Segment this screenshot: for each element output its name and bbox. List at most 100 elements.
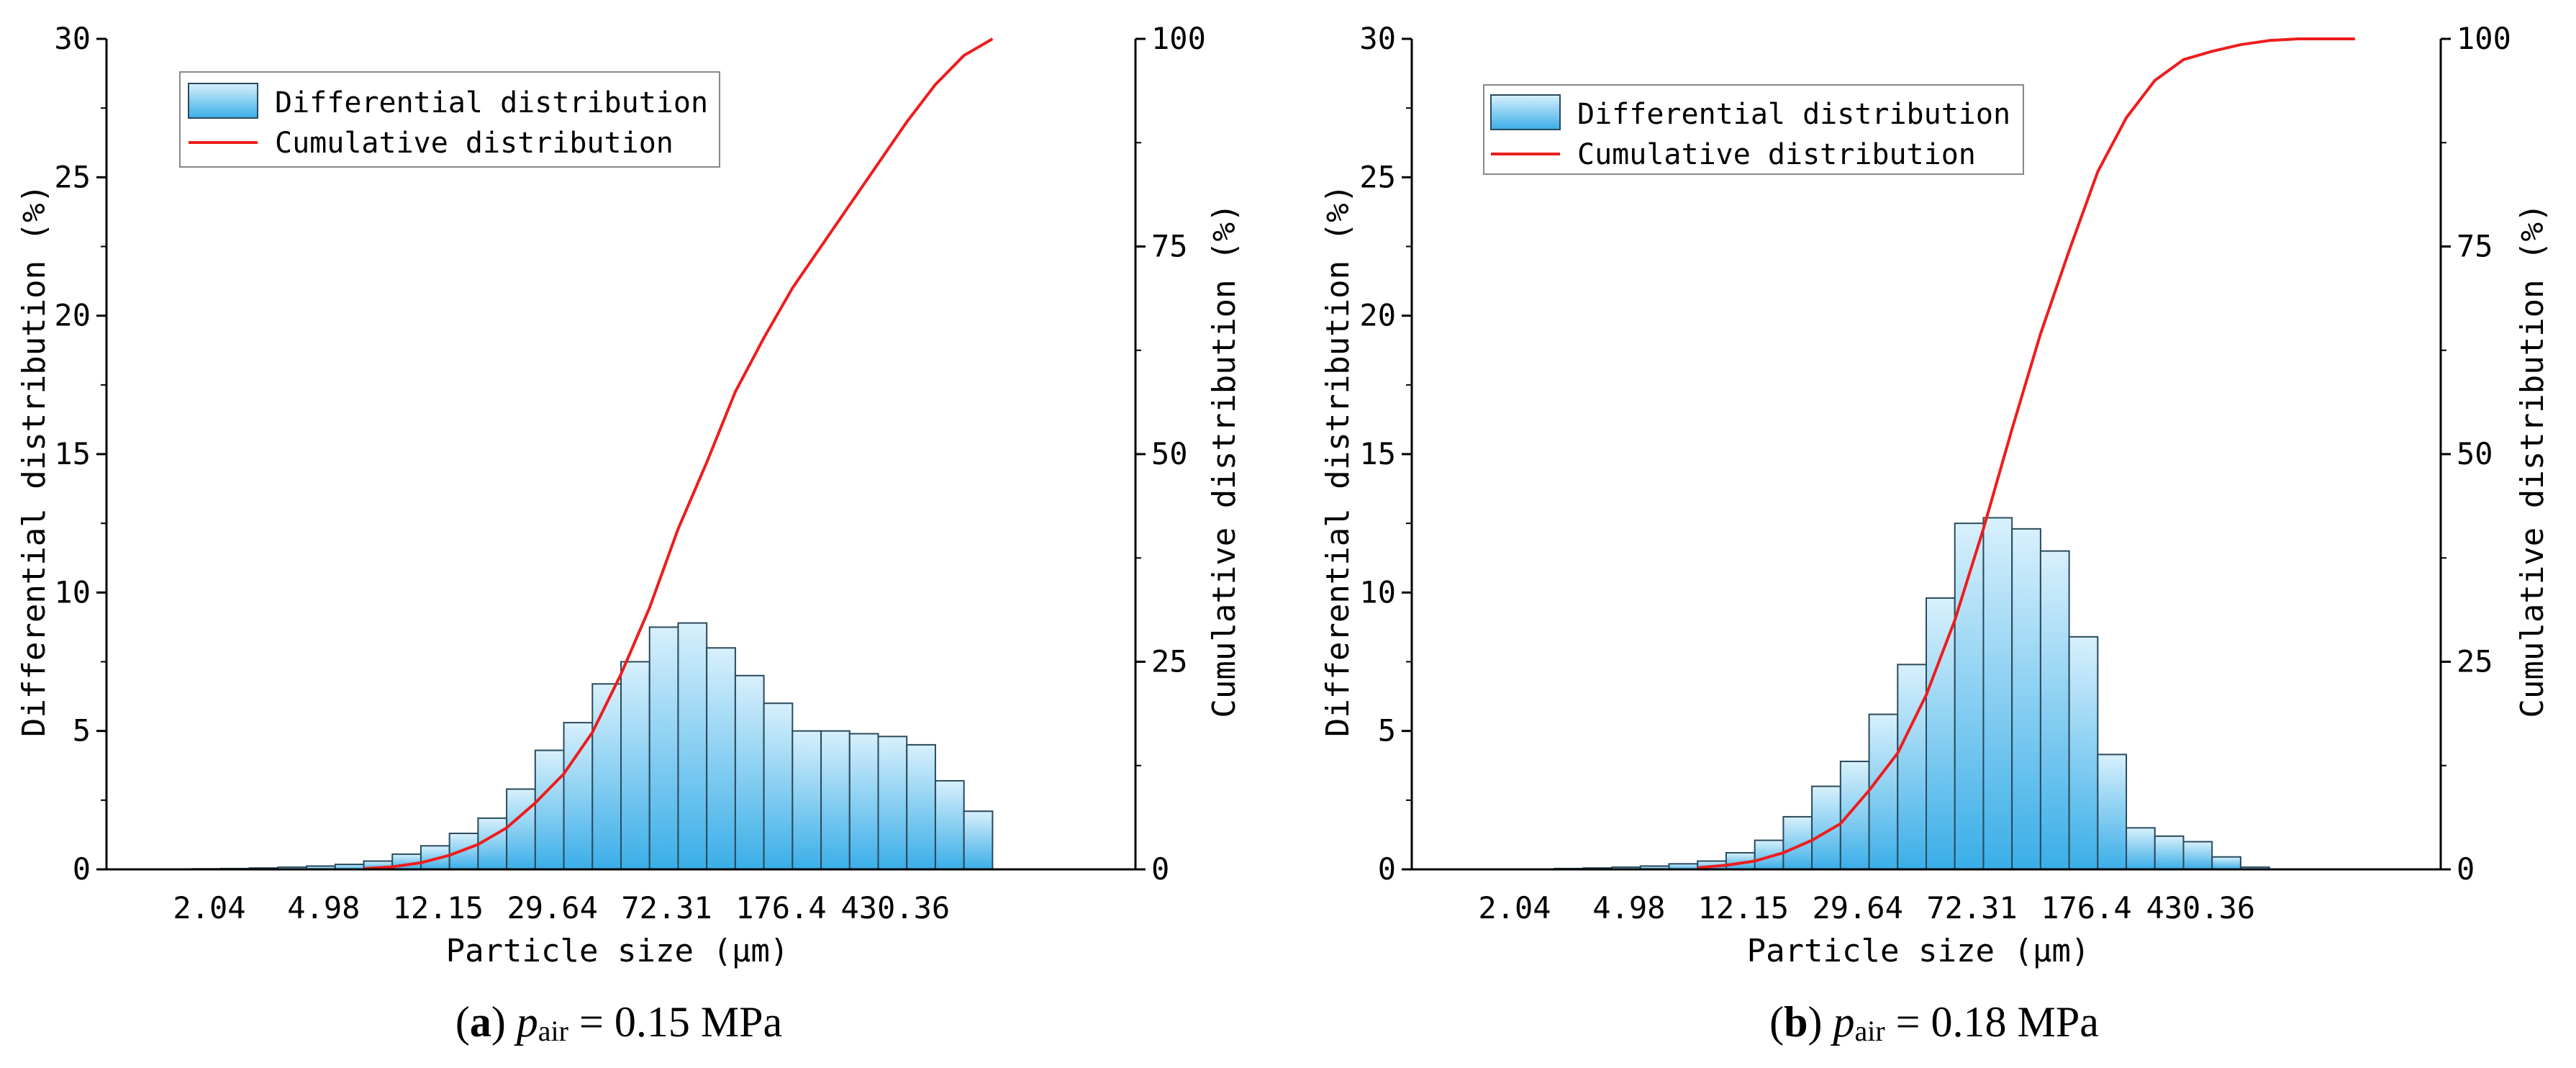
y-tick-label: 15 xyxy=(1359,436,1396,471)
bar xyxy=(2211,856,2241,870)
bar xyxy=(1868,713,1899,870)
bar xyxy=(2011,528,2041,870)
bar xyxy=(934,779,965,870)
legend-frame xyxy=(179,71,720,168)
legend-bar-swatch xyxy=(1490,94,1561,130)
y-tick-label: 20 xyxy=(54,298,91,333)
y2-tick-label: 0 xyxy=(2457,851,2475,887)
y2-tick-label: 25 xyxy=(2457,644,2493,679)
panel-a: 0 5 10 15 20 25 30 0 25 50 75 100 2.04 4.98 12.15 29.64… xyxy=(16,21,1243,1047)
y2-tick-label: 100 xyxy=(2457,21,2511,56)
bar xyxy=(563,722,594,870)
y-tick-label: 30 xyxy=(1359,21,1396,56)
y2-tick-label: 75 xyxy=(1151,229,1188,264)
bar xyxy=(2154,835,2185,870)
caption-a-symbol: p xyxy=(514,998,538,1046)
y-tick-label: 25 xyxy=(54,159,91,194)
bar xyxy=(2039,550,2070,871)
x-tick-label: 12.15 xyxy=(1698,890,1789,926)
y2-tick-label: 0 xyxy=(1151,851,1169,887)
bar xyxy=(477,817,508,870)
legend-label-cumulative: Cumulative distribution xyxy=(275,127,674,160)
y2-axis-title-a: Cumulative distribution (%) xyxy=(1206,203,1243,718)
legend-b: Differential distribution Cumulative dis… xyxy=(1483,84,2024,175)
y-tick-label: 20 xyxy=(1359,298,1396,333)
y-tick-label: 15 xyxy=(54,436,91,471)
x-tick-label: 176.4 xyxy=(735,890,826,926)
y2-tick-label: 75 xyxy=(2457,229,2493,264)
y-tick-label: 5 xyxy=(73,713,91,748)
caption-b-value: = 0.18 MPa xyxy=(1896,998,2099,1046)
bar xyxy=(2182,841,2213,870)
y-tick-label: 0 xyxy=(1378,851,1396,887)
cumulative-line xyxy=(363,37,994,870)
caption-b: (b) pair = 0.18 MPa xyxy=(1769,998,2099,1047)
legend-label-differential: Differential distribution xyxy=(275,86,708,119)
x-axis-title-a: Particle size (μm) xyxy=(446,933,789,969)
legend-label-differential: Differential distribution xyxy=(1577,98,2010,131)
caption-b-subscript: air xyxy=(1854,1015,1885,1047)
bar xyxy=(820,730,851,871)
x-tick-label: 4.98 xyxy=(1592,890,1665,926)
x-tick-label: 29.64 xyxy=(1812,890,1902,926)
y-tick-label: 10 xyxy=(1359,574,1396,610)
cumulative-line xyxy=(1697,37,2355,869)
x-tick-label: 430.36 xyxy=(2146,890,2255,926)
bar xyxy=(963,810,994,870)
y-axis-title-a: Differential distribution (%) xyxy=(16,184,53,737)
y-tick-label: 30 xyxy=(54,21,91,56)
caption-a: (a) pair = 0.15 MPa xyxy=(455,998,782,1047)
bar xyxy=(1954,522,1985,871)
x-tick-label: 2.04 xyxy=(1478,890,1551,926)
bar xyxy=(1926,597,1956,870)
bar xyxy=(706,647,736,870)
plot-a: 0 5 10 15 20 25 30 0 25 50 75 100 2.04 4.98 12.15 29.64… xyxy=(54,21,1205,926)
bar xyxy=(2097,754,2128,870)
bar xyxy=(1839,760,1870,870)
caption-b-symbol: p xyxy=(1830,998,1854,1046)
y2-tick-label: 50 xyxy=(1151,436,1188,471)
caption-a-value: = 0.15 MPa xyxy=(579,998,782,1046)
bar xyxy=(506,788,536,870)
bar xyxy=(792,730,822,871)
legend-a: Differential distribution Cumulative dis… xyxy=(179,71,720,168)
caption-a-subscript: air xyxy=(538,1015,568,1047)
x-tick-label: 72.31 xyxy=(1926,890,2017,926)
y-axis-title-b: Differential distribution (%) xyxy=(1320,184,1356,737)
bar xyxy=(648,626,679,871)
x-tick-label: 176.4 xyxy=(2041,890,2131,926)
bar xyxy=(2068,635,2099,870)
x-tick-label: 430.36 xyxy=(840,890,950,926)
legend-label-cumulative: Cumulative distribution xyxy=(1577,138,1976,171)
bar xyxy=(591,683,622,870)
x-axis-title-b: Particle size (μm) xyxy=(1747,933,2090,969)
bar xyxy=(620,661,650,870)
bar xyxy=(763,702,794,871)
bar xyxy=(534,749,565,871)
y2-tick-label: 25 xyxy=(1151,644,1188,679)
x-tick-label: 2.04 xyxy=(173,890,245,926)
caption-a-letter: a xyxy=(470,998,491,1046)
bar xyxy=(877,736,908,870)
caption-b-letter: b xyxy=(1784,998,1808,1046)
legend-frame xyxy=(1483,84,2024,175)
bar xyxy=(734,674,765,870)
y-tick-label: 0 xyxy=(73,851,91,887)
bar xyxy=(906,743,936,871)
x-tick-label: 4.98 xyxy=(287,890,360,926)
y2-tick-label: 100 xyxy=(1151,21,1206,56)
y-tick-label: 10 xyxy=(54,574,91,610)
bar xyxy=(2126,827,2156,871)
bar xyxy=(1897,664,1928,870)
x-tick-label: 12.15 xyxy=(393,890,484,926)
x-tick-label: 29.64 xyxy=(507,890,597,926)
bar xyxy=(677,622,708,870)
legend-bar-swatch xyxy=(188,83,258,119)
plot-b: 0 5 10 15 20 25 30 0 25 50 75 100 2.04 4.98 12.15 29.64… xyxy=(1359,21,2511,926)
bar xyxy=(1982,517,2013,870)
y2-tick-label: 50 xyxy=(2457,436,2493,471)
x-tick-label: 72.31 xyxy=(621,890,712,926)
bar xyxy=(848,733,879,870)
y-tick-label: 25 xyxy=(1359,159,1396,194)
